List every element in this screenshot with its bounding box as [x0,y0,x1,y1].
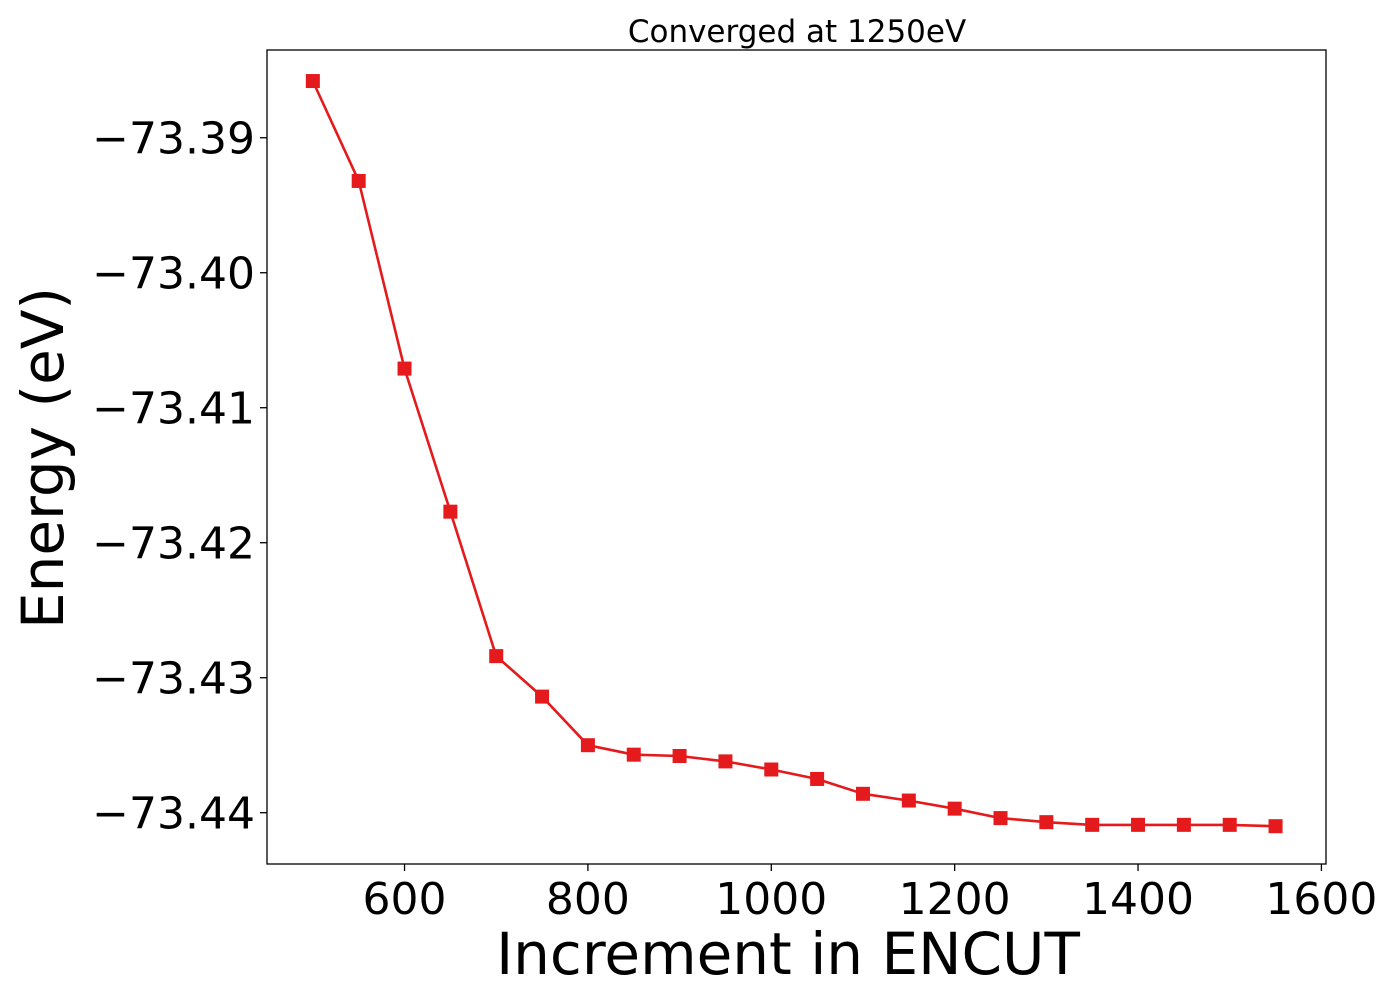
x-tick-label: 1200 [899,874,1011,925]
data-point [1131,817,1146,832]
plot-background [267,50,1326,864]
y-tick-label: −73.41 [92,384,255,435]
data-point [535,689,550,704]
x-axis-ticks: 600 800 1000 1200 1400 1600 [363,864,1377,925]
chart-title: Converged at 1250eV [628,14,966,50]
data-point [855,786,870,801]
data-point [397,361,412,376]
series-layer [305,74,1283,834]
data-point [1268,819,1283,834]
y-axis-ticks: −73.39 −73.40 −73.41 −73.42 −73.43 −73.44 [92,114,267,840]
data-point [580,738,595,753]
data-point [1222,817,1237,832]
x-tick-label: 800 [546,874,630,925]
data-point [901,793,916,808]
data-point [626,747,641,762]
data-point [810,771,825,786]
series-line [311,80,1276,828]
plot-frame [266,49,1327,865]
y-tick-label: −73.43 [92,654,255,705]
data-point [305,74,320,89]
data-point [718,754,733,769]
y-axis-title: Energy (eV) [9,287,77,629]
data-point [1039,815,1054,830]
data-point [489,649,504,664]
x-axis-title: Increment in ENCUT [496,920,1080,988]
data-point [947,801,962,816]
data-point [764,762,779,777]
data-point [672,749,687,764]
data-point [351,173,366,188]
x-tick-label: 1000 [715,874,827,925]
data-point [1085,817,1100,832]
y-tick-label: −73.44 [92,789,255,840]
x-tick-label: 1600 [1265,874,1377,925]
y-tick-label: −73.40 [92,249,255,300]
data-point [993,811,1008,826]
x-tick-label: 600 [363,874,447,925]
x-tick-label: 1400 [1082,874,1194,925]
y-tick-label: −73.39 [92,114,255,165]
data-point [443,504,458,519]
y-tick-label: −73.42 [92,519,255,570]
data-point [1176,817,1191,832]
